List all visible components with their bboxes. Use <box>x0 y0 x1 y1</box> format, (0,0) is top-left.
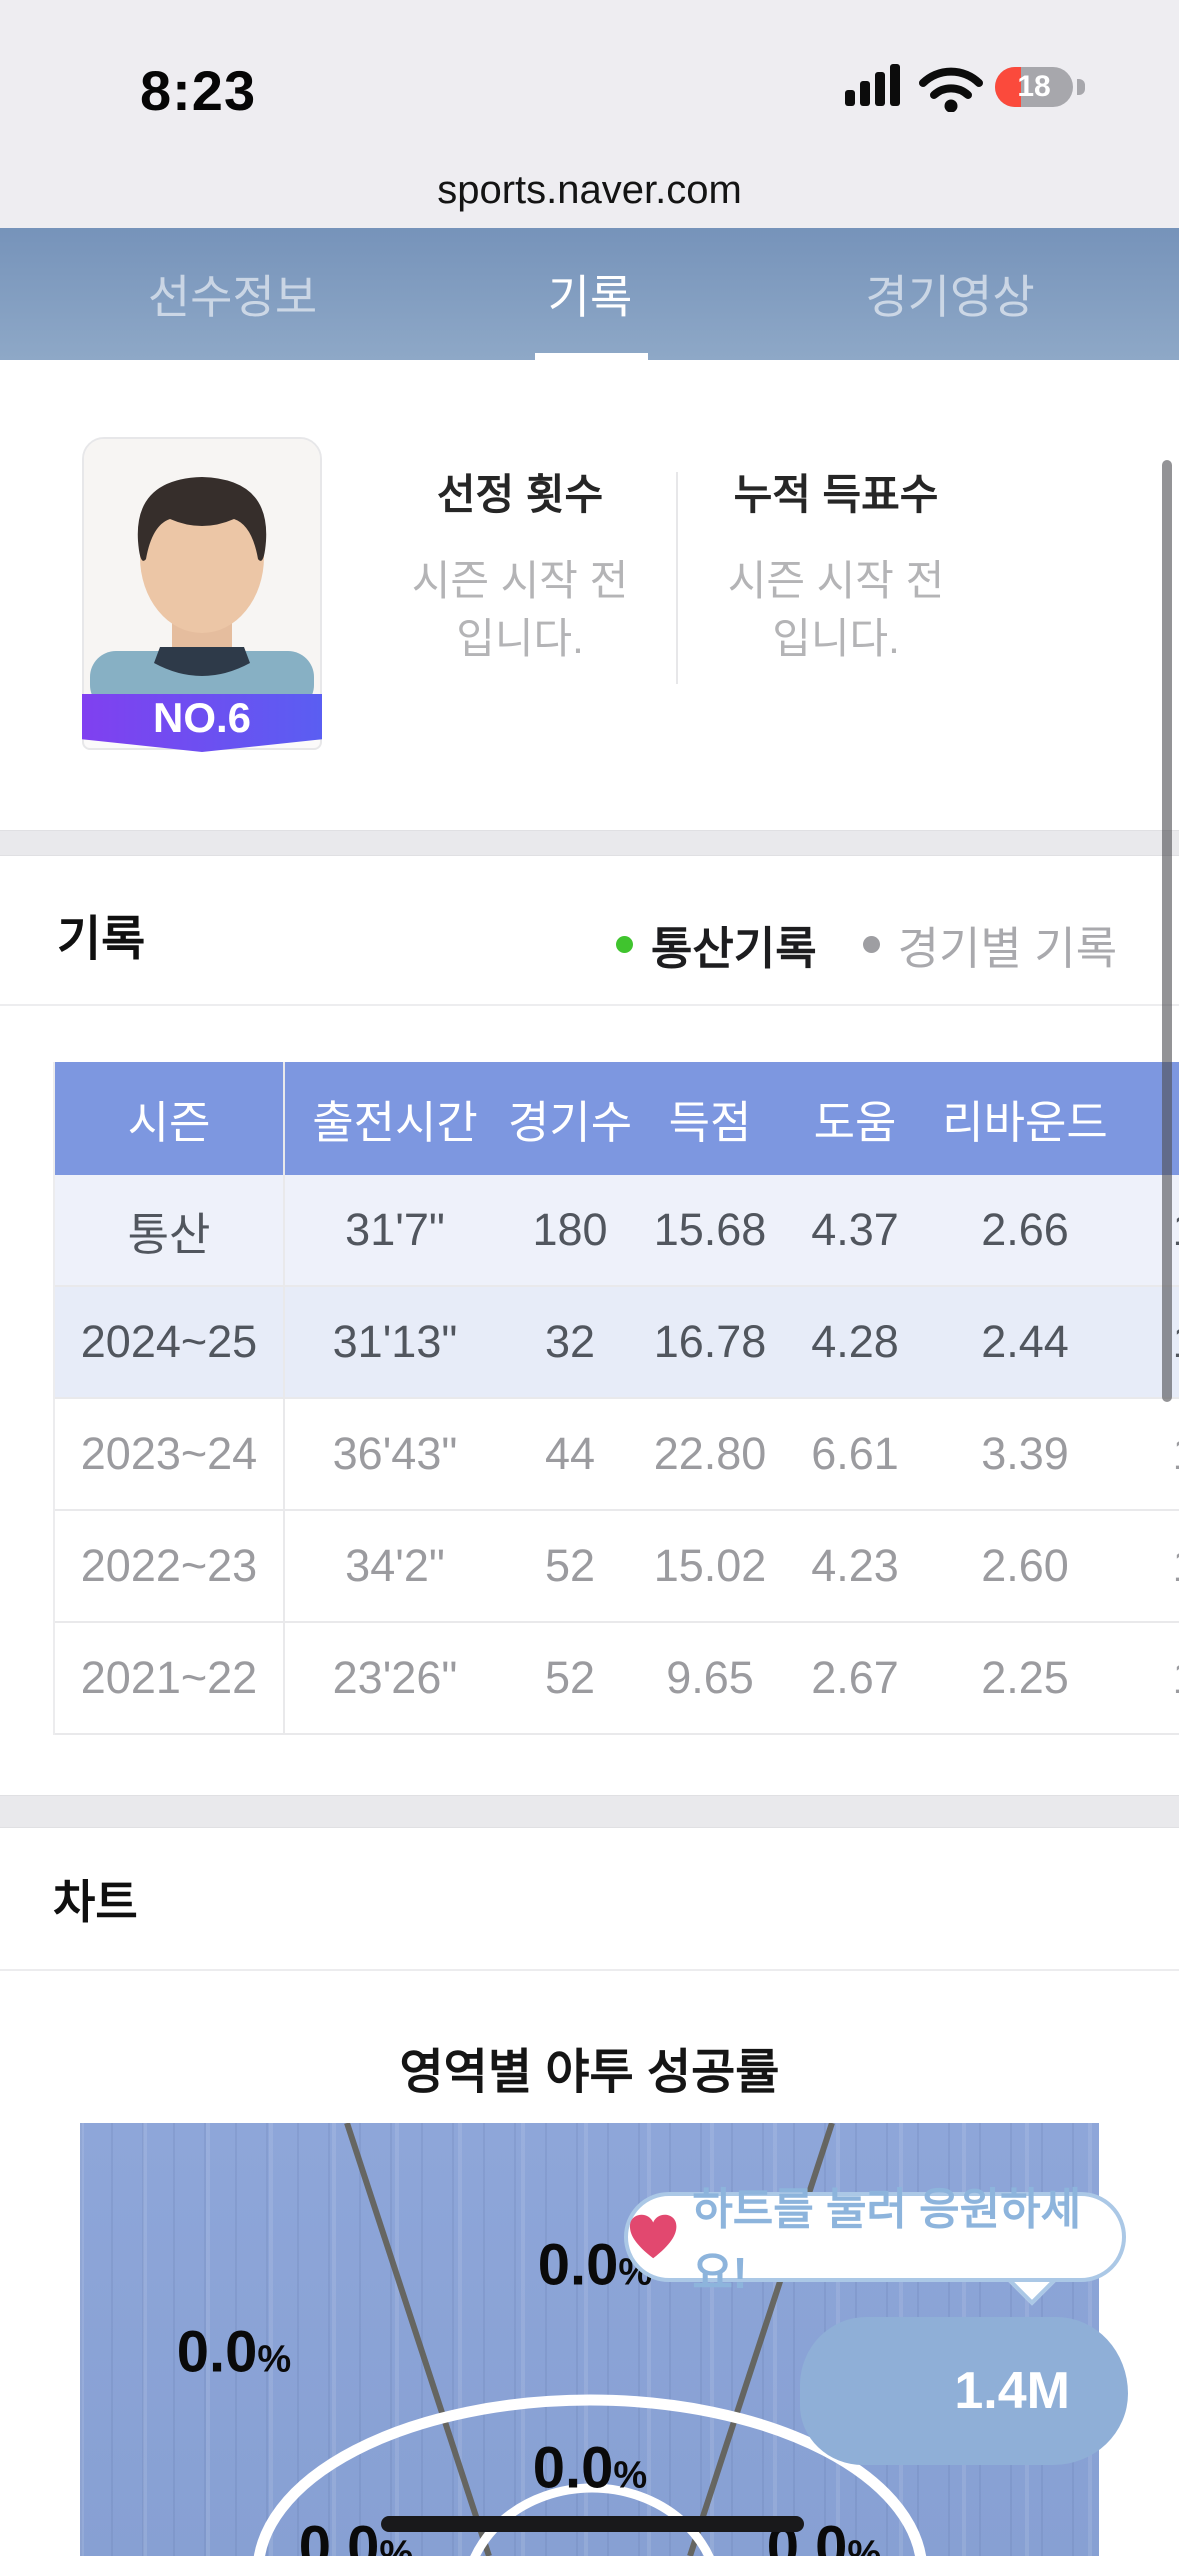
cheer-bubble-text: 하트를 눌러 응원하세요! <box>692 2185 1082 2298</box>
chart-header-divider <box>0 1969 1179 1971</box>
battery-icon: 18 <box>995 67 1073 107</box>
page-scrollbar[interactable] <box>1162 460 1172 1402</box>
vote-count-value: 시즌 시작 전 입니다. <box>727 557 945 662</box>
section-separator <box>0 830 1179 856</box>
chart-section-title: 차트 <box>53 1876 138 1928</box>
home-indicator[interactable] <box>381 2516 804 2532</box>
records-header-divider <box>0 1004 1179 1006</box>
table-row: 통산 31'7" 180 15.68 4.37 2.66 1 <box>55 1175 1179 1287</box>
tab-bar: 선수정보 기록 경기영상 <box>0 228 1179 360</box>
gray-dot-icon <box>862 936 880 953</box>
tab-game-videos[interactable]: 경기영상 <box>865 271 1035 323</box>
col-rebounds: 리바운드 <box>942 1097 1108 1148</box>
table-row: 2023~24 36'43" 44 22.80 6.61 3.39 1 <box>55 1399 1179 1511</box>
zone-pct-left-baseline: 0.0% <box>298 2514 414 2556</box>
table-header-row: 시즌 출전시간 경기수 득점 도움 리바운드 <box>55 1062 1179 1175</box>
table-row: 2021~22 23'26" 52 9.65 2.67 2.25 1 <box>55 1623 1179 1735</box>
stats-table[interactable]: 시즌 출전시간 경기수 득점 도움 리바운드 통산 31'7" 180 15.6… <box>53 1062 1179 1735</box>
selection-count-value: 시즌 시작 전 입니다. <box>411 557 629 662</box>
col-games: 경기수 <box>507 1097 633 1148</box>
player-card: NO.6 <box>82 437 322 752</box>
player-photo <box>84 439 320 696</box>
battery-percent: 18 <box>1017 70 1051 103</box>
selection-count-title: 선정 횟수 <box>436 471 604 518</box>
jersey-number-badge: NO.6 <box>82 694 322 752</box>
clock: 8:23 <box>140 59 257 122</box>
zone-pct-left-wing: 0.0% <box>176 2319 292 2385</box>
status-bar: 8:23 18 sports.naver.com <box>0 0 1179 228</box>
col-season: 시즌 <box>55 1062 285 1175</box>
vote-count-title: 누적 득표수 <box>733 471 939 518</box>
tab-records[interactable]: 기록 <box>547 271 633 323</box>
wifi-icon <box>918 66 984 117</box>
selection-count-block: 선정 횟수 시즌 시작 전 입니다. <box>362 470 678 668</box>
records-legend: 통산기록 경기별 기록 <box>616 912 1117 977</box>
active-tab-underline <box>535 353 648 360</box>
section-separator <box>0 1795 1179 1828</box>
legend-per-game-records[interactable]: 경기별 기록 <box>862 912 1117 977</box>
legend-career-records[interactable]: 통산기록 <box>616 912 817 977</box>
cheer-bubble[interactable]: 하트를 눌러 응원하세요! <box>624 2185 1126 2298</box>
vote-count-block: 누적 득표수 시즌 시작 전 입니다. <box>680 470 992 668</box>
heart-icon <box>629 2214 677 2259</box>
shot-chart-court: 0.0% 0.0% 0.0% 0.0% 0.0% <box>80 2123 1099 2556</box>
address-bar[interactable]: sports.naver.com <box>437 167 742 212</box>
battery-fill <box>995 67 1021 107</box>
green-dot-icon <box>616 936 633 953</box>
heart-count: 1.4M <box>954 2362 1070 2420</box>
tab-player-info[interactable]: 선수정보 <box>147 271 318 323</box>
col-assists: 도움 <box>813 1097 897 1148</box>
shot-chart-title: 영역별 야투 성공률 <box>399 2046 780 2099</box>
table-row: 2022~23 34'2" 52 15.02 4.23 2.60 1 <box>55 1511 1179 1623</box>
col-points: 득점 <box>668 1097 752 1148</box>
col-minutes: 출전시간 <box>312 1097 478 1148</box>
cellular-signal-icon <box>845 64 905 108</box>
heart-count-button[interactable]: 1.4M <box>800 2317 1128 2465</box>
summary-divider <box>676 472 678 684</box>
zone-pct-free-throw: 0.0% <box>532 2435 648 2501</box>
jersey-number: NO.6 <box>152 694 252 741</box>
records-section-title: 기록 <box>57 913 146 966</box>
battery-cap <box>1077 79 1085 95</box>
table-row: 2024~25 31'13" 32 16.78 4.28 2.44 1 <box>55 1287 1179 1399</box>
